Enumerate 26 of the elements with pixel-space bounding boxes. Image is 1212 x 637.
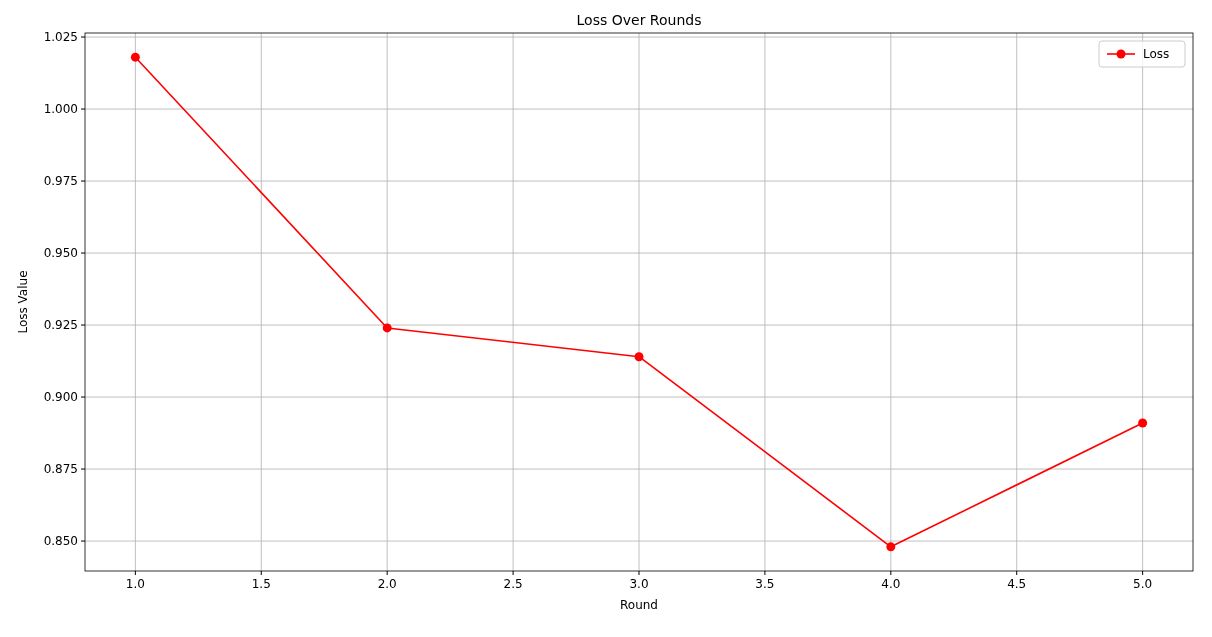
y-tick-label: 1.025 [43, 30, 78, 45]
point [130, 52, 140, 62]
x-tick-label: 1.5 [251, 577, 271, 591]
x-tick-label: 5.0 [1133, 577, 1153, 591]
y-tick-label: 0.950 [43, 246, 78, 261]
y-tick-label: 0.900 [43, 390, 78, 405]
y-tick-label: 0.875 [43, 462, 78, 477]
point [634, 352, 644, 362]
x-tick-label: 4.0 [881, 577, 901, 591]
point [886, 542, 896, 552]
y-tick-label: 0.975 [43, 174, 78, 189]
x-tick-label: 2.5 [503, 577, 523, 591]
point [1138, 418, 1148, 428]
point [382, 323, 392, 333]
chart-title: Loss Over Rounds [576, 12, 702, 28]
x-tick-label: 2.0 [377, 577, 397, 591]
x-tick-label: 4.5 [1007, 577, 1027, 591]
x-tick-label: 3.0 [629, 577, 649, 591]
x-tick-label: 3.5 [755, 577, 775, 591]
y-tick-label: 0.925 [43, 318, 78, 333]
x-tick-label: 1.0 [125, 577, 145, 591]
legend-label: Loss [1143, 47, 1170, 62]
x-axis-title: Round [620, 598, 658, 612]
y-axis-title: Loss Value [16, 270, 30, 334]
y-tick-label: 0.850 [43, 534, 78, 549]
y-tick-label: 1.000 [43, 102, 78, 117]
